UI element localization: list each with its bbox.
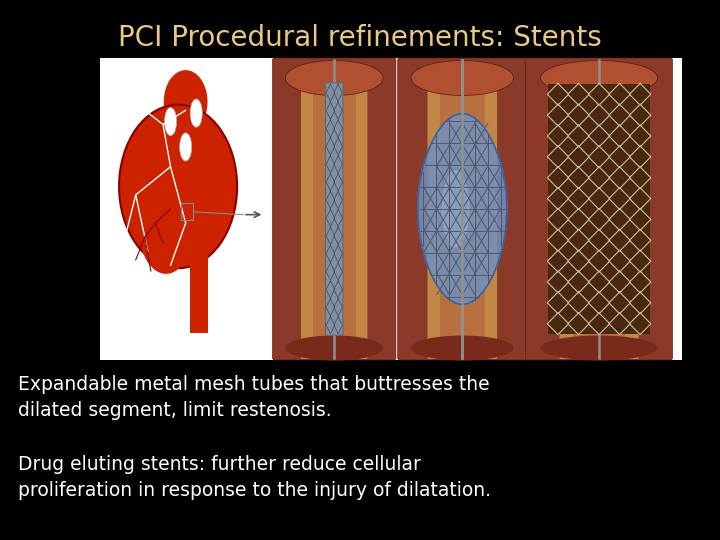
Polygon shape — [442, 171, 469, 247]
Bar — [312, 85, 356, 358]
FancyBboxPatch shape — [526, 58, 672, 360]
Ellipse shape — [140, 189, 192, 274]
FancyBboxPatch shape — [606, 89, 639, 359]
FancyBboxPatch shape — [273, 58, 396, 360]
Ellipse shape — [541, 335, 657, 361]
FancyBboxPatch shape — [428, 89, 457, 359]
Text: Drug eluting stents: further reduce cellular
proliferation in response to the in: Drug eluting stents: further reduce cell… — [18, 455, 491, 501]
Ellipse shape — [164, 107, 176, 136]
Ellipse shape — [164, 71, 207, 133]
Ellipse shape — [179, 133, 192, 161]
FancyBboxPatch shape — [325, 83, 343, 335]
Bar — [573, 85, 625, 358]
FancyBboxPatch shape — [339, 89, 367, 359]
Bar — [190, 243, 208, 333]
Ellipse shape — [541, 60, 657, 96]
FancyBboxPatch shape — [559, 89, 593, 359]
Bar — [440, 85, 485, 358]
Ellipse shape — [411, 60, 513, 96]
Ellipse shape — [411, 335, 513, 361]
Bar — [100, 58, 682, 360]
FancyBboxPatch shape — [301, 89, 329, 359]
Bar — [181, 204, 193, 220]
Ellipse shape — [119, 105, 237, 268]
Polygon shape — [418, 113, 507, 305]
Bar — [548, 84, 650, 334]
Text: Expandable metal mesh tubes that buttresses the
dilated segment, limit restenosi: Expandable metal mesh tubes that buttres… — [18, 375, 490, 421]
Ellipse shape — [190, 99, 202, 127]
FancyBboxPatch shape — [397, 58, 527, 360]
Ellipse shape — [285, 60, 383, 96]
Text: PCI Procedural refinements: Stents: PCI Procedural refinements: Stents — [118, 24, 602, 52]
FancyBboxPatch shape — [467, 89, 497, 359]
Ellipse shape — [285, 335, 383, 361]
